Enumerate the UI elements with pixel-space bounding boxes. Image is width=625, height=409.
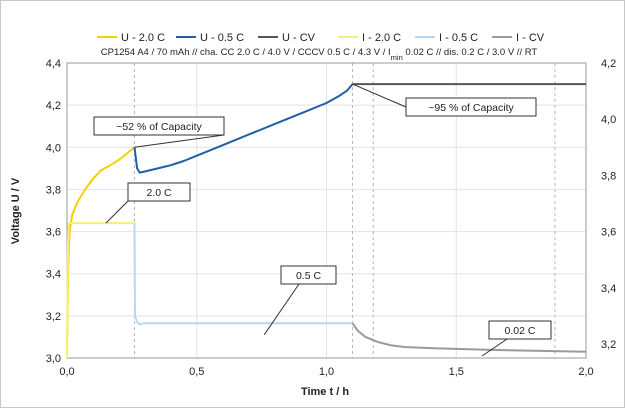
chart-subtitle: CP1254 A4 / 70 mAh // cha. CC 2.0 C / 4.… bbox=[101, 47, 538, 62]
annotation: ~95 % of Capacity bbox=[352, 83, 537, 117]
annotation-label: 0.5 C bbox=[296, 270, 322, 282]
y-tick-label-right: 3,8 bbox=[601, 170, 616, 182]
reference-lines bbox=[133, 63, 556, 358]
y-tick-label-right: 3,2 bbox=[601, 339, 616, 351]
legend-label: I - 2.0 C bbox=[362, 32, 401, 44]
annotation-label: 0.02 C bbox=[505, 325, 536, 337]
y-axis-label: Voltage U / V bbox=[10, 177, 22, 244]
annotation-box bbox=[93, 116, 225, 136]
x-tick-label: 1,5 bbox=[449, 366, 464, 378]
legend-label: I - CV bbox=[516, 32, 545, 44]
series-group bbox=[66, 83, 587, 359]
annotation-leader bbox=[352, 83, 407, 108]
x-tick-label: 0,5 bbox=[189, 366, 204, 378]
annotation-box bbox=[280, 265, 337, 285]
y-tick-label-left: 3,4 bbox=[46, 269, 61, 281]
y-tick-label-right: 3,4 bbox=[601, 283, 616, 295]
series-line-u-2-0-c bbox=[66, 146, 136, 359]
series-line-u-0-5-c bbox=[133, 83, 354, 174]
legend-label: I - 0.5 C bbox=[439, 32, 478, 44]
annotation-label: 2.0 C bbox=[146, 187, 172, 199]
plot-area bbox=[66, 62, 587, 359]
annotation-label: ~52 % of Capacity bbox=[116, 121, 202, 133]
legend-entry: I - CV bbox=[492, 32, 545, 44]
legend-label: U - 0.5 C bbox=[200, 32, 244, 44]
legend-entry: U - 2.0 C bbox=[97, 32, 165, 44]
legend-label: U - CV bbox=[282, 32, 316, 44]
series-line-i-2-0-c bbox=[66, 222, 135, 359]
legend-entry: I - 0.5 C bbox=[415, 32, 478, 44]
legend-entry: U - 0.5 C bbox=[176, 32, 244, 44]
series-line-i-cv bbox=[351, 322, 587, 353]
legend: U - 2.0 C U - 0.5 C U - CV I - 2.0 C I - 0.5… bbox=[97, 32, 545, 44]
annotation: 2.0 C bbox=[105, 182, 191, 224]
y-tick-label-left: 4,4 bbox=[46, 58, 61, 70]
series-line-i-0-5-c bbox=[133, 223, 353, 326]
annotation-box bbox=[488, 320, 552, 340]
annotation-box bbox=[127, 182, 191, 202]
y-tick-label-left: 3,2 bbox=[46, 311, 61, 323]
annotation: ~52 % of Capacity bbox=[93, 116, 225, 148]
annotation: 0.02 C bbox=[481, 320, 552, 357]
y-tick-label-left: 3,8 bbox=[46, 184, 61, 196]
x-tick-label: 0,0 bbox=[59, 366, 74, 378]
annotations: ~52 % of Capacity ~95 % of Capacity 2.0 C 0… bbox=[93, 83, 552, 357]
annotation-label: ~95 % of Capacity bbox=[428, 102, 514, 114]
annotation-leader bbox=[134, 134, 225, 148]
legend-entry: I - 2.0 C bbox=[338, 32, 401, 44]
x-tick-label: 2,0 bbox=[578, 366, 593, 378]
y-axis-left-ticks: 3,0 3,2 3,4 3,6 3,8 4,0 4,2 4,4 bbox=[46, 58, 61, 365]
annotation: 0.5 C bbox=[263, 265, 337, 336]
annotation-leader bbox=[481, 338, 508, 357]
x-axis-label: Time t / h bbox=[301, 386, 349, 398]
x-axis-ticks: 0,0 0,5 1,0 1,5 2,0 bbox=[59, 366, 593, 378]
annotation-leader bbox=[263, 283, 300, 336]
y-axis-right-ticks: 3,2 3,4 3,6 3,8 4,0 4,2 bbox=[601, 58, 616, 351]
y-tick-label-left: 3,0 bbox=[46, 353, 61, 365]
y-tick-label-right: 3,6 bbox=[601, 227, 616, 239]
annotation-box bbox=[405, 97, 537, 117]
x-tick-label: 1,0 bbox=[319, 366, 334, 378]
y-tick-label-left: 4,2 bbox=[46, 100, 61, 112]
legend-entry: U - CV bbox=[258, 32, 316, 44]
y-tick-label-right: 4,0 bbox=[601, 114, 616, 126]
y-tick-label-left: 3,6 bbox=[46, 227, 61, 239]
legend-label: U - 2.0 C bbox=[121, 32, 165, 44]
y-tick-label-left: 4,0 bbox=[46, 142, 61, 154]
annotation-leader bbox=[105, 200, 129, 224]
y-tick-label-right: 4,2 bbox=[601, 58, 616, 70]
